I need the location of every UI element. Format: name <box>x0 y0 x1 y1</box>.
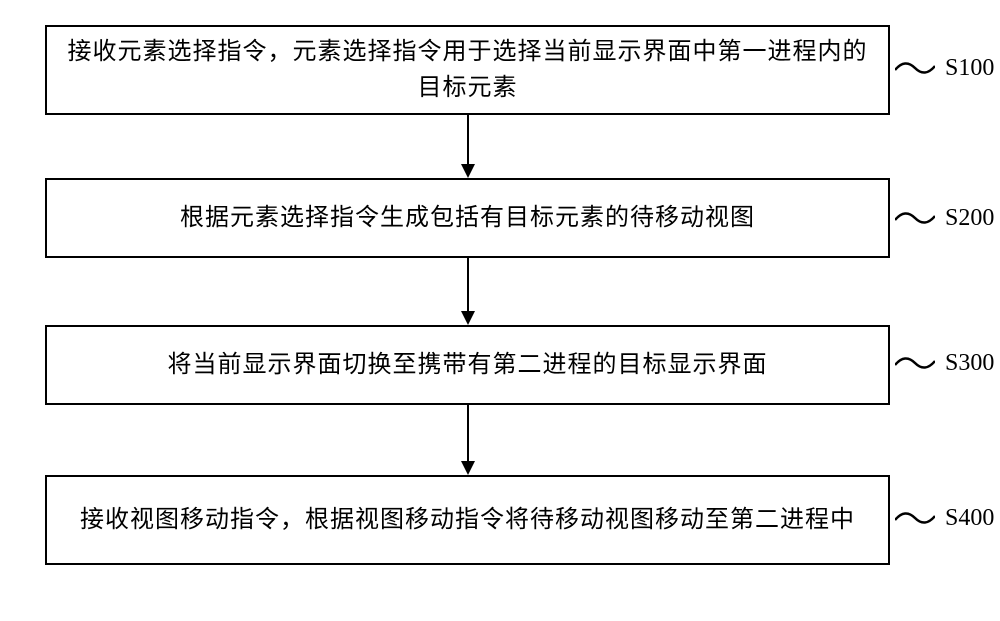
step-label-s300: S300 <box>945 350 994 377</box>
connector-tilde-s100 <box>895 58 935 78</box>
step-label-s100: S100 <box>945 55 994 82</box>
connector-tilde-s300 <box>895 353 935 373</box>
connector-tilde-s200 <box>895 208 935 228</box>
step-label-s400: S400 <box>945 505 994 532</box>
connector-tilde-s400 <box>895 508 935 528</box>
step-text-s400: 接收视图移动指令，根据视图移动指令将待移动视图移动至第二进程中 <box>80 502 855 538</box>
step-box-s200: 根据元素选择指令生成包括有目标元素的待移动视图 <box>45 178 890 258</box>
arrow-head-1 <box>461 164 475 178</box>
step-box-s100: 接收元素选择指令，元素选择指令用于选择当前显示界面中第一进程内的目标元素 <box>45 25 890 115</box>
step-text-s100: 接收元素选择指令，元素选择指令用于选择当前显示界面中第一进程内的目标元素 <box>67 34 868 106</box>
arrow-head-2 <box>461 311 475 325</box>
arrow-line-3 <box>467 405 469 461</box>
step-box-s400: 接收视图移动指令，根据视图移动指令将待移动视图移动至第二进程中 <box>45 475 890 565</box>
step-text-s300: 将当前显示界面切换至携带有第二进程的目标显示界面 <box>168 347 768 383</box>
flowchart-canvas: 接收元素选择指令，元素选择指令用于选择当前显示界面中第一进程内的目标元素 S10… <box>0 0 1000 621</box>
arrow-line-1 <box>467 115 469 164</box>
step-box-s300: 将当前显示界面切换至携带有第二进程的目标显示界面 <box>45 325 890 405</box>
step-label-s200: S200 <box>945 205 994 232</box>
arrow-line-2 <box>467 258 469 311</box>
step-text-s200: 根据元素选择指令生成包括有目标元素的待移动视图 <box>180 200 755 236</box>
arrow-head-3 <box>461 461 475 475</box>
